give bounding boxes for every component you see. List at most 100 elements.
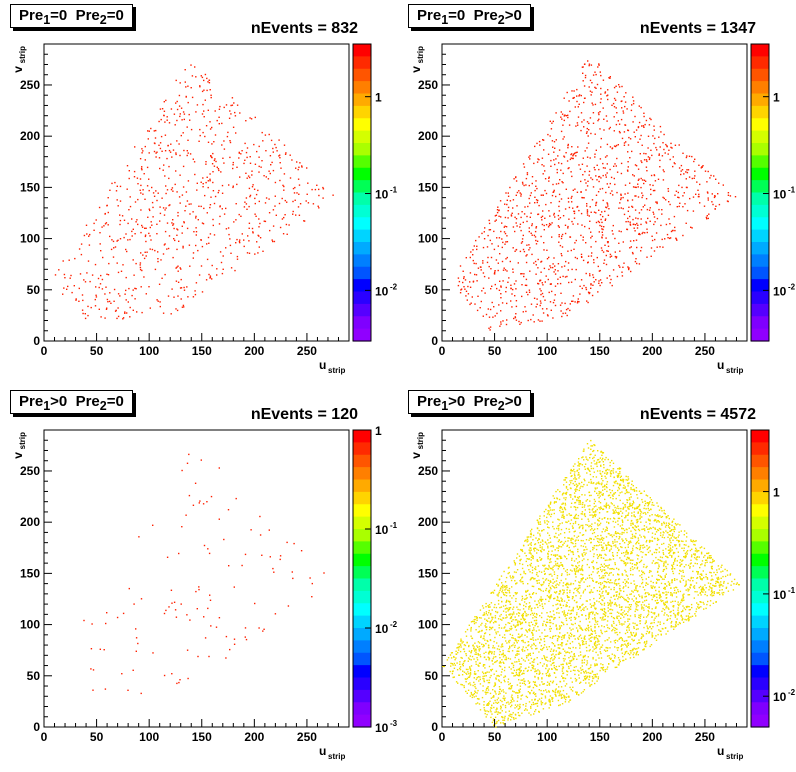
- data-point: [516, 205, 518, 207]
- data-point: [591, 235, 593, 237]
- colorbar-segment: [353, 677, 371, 691]
- data-point: [612, 470, 614, 472]
- data-point: [552, 266, 554, 269]
- data-point: [657, 621, 659, 623]
- data-point: [660, 600, 663, 603]
- data-point: [655, 201, 657, 203]
- data-point: [582, 157, 584, 159]
- data-point: [586, 214, 589, 216]
- data-point: [566, 586, 568, 588]
- data-point: [571, 195, 573, 198]
- colorbar-segment: [353, 529, 371, 542]
- data-point: [664, 603, 666, 606]
- data-point: [633, 652, 635, 654]
- data-point: [593, 482, 595, 484]
- data-point: [567, 307, 569, 310]
- data-point: [501, 302, 504, 304]
- data-point: [209, 128, 212, 130]
- data-point: [645, 566, 647, 569]
- data-point: [271, 161, 273, 164]
- data-point: [692, 210, 695, 212]
- data-point: [612, 617, 615, 619]
- data-point: [548, 291, 550, 294]
- data-point: [141, 152, 143, 154]
- data-point: [188, 244, 191, 246]
- data-point: [531, 689, 533, 692]
- data-point: [488, 229, 490, 231]
- data-point: [618, 596, 620, 598]
- data-point: [589, 592, 591, 594]
- data-point: [558, 651, 561, 653]
- data-point: [632, 102, 635, 105]
- data-point: [591, 630, 594, 633]
- data-point: [572, 470, 574, 472]
- data-point: [529, 685, 531, 687]
- data-point: [554, 273, 557, 275]
- data-point: [206, 212, 208, 214]
- data-point: [141, 226, 144, 228]
- data-point: [309, 577, 311, 579]
- data-point: [705, 607, 707, 610]
- data-point: [673, 592, 675, 594]
- data-point: [512, 608, 514, 610]
- data-point: [640, 186, 642, 189]
- data-point: [513, 571, 516, 573]
- data-point: [512, 611, 515, 613]
- data-point: [519, 250, 522, 253]
- data-point: [486, 671, 488, 673]
- data-point: [712, 584, 714, 587]
- data-point: [182, 111, 185, 113]
- data-point: [699, 547, 701, 549]
- data-point: [548, 222, 551, 225]
- data-point: [559, 690, 562, 692]
- data-point: [562, 511, 564, 514]
- data-point: [554, 693, 556, 695]
- data-point: [509, 575, 511, 577]
- data-point: [616, 91, 619, 93]
- data-point: [616, 628, 618, 630]
- data-point: [634, 610, 636, 613]
- data-point: [592, 276, 595, 279]
- data-point: [459, 265, 462, 267]
- data-point: [459, 650, 462, 653]
- data-point: [520, 558, 522, 561]
- data-point: [465, 635, 468, 637]
- data-point: [490, 707, 493, 709]
- data-point: [698, 606, 700, 609]
- data-point: [184, 81, 186, 83]
- colorbar-label-exp: -2: [390, 620, 398, 629]
- data-point: [552, 653, 554, 655]
- data-point: [625, 475, 627, 478]
- data-point: [613, 492, 615, 495]
- data-point: [680, 570, 682, 572]
- data-point: [186, 150, 188, 152]
- data-point: [551, 696, 553, 699]
- data-point: [181, 526, 183, 528]
- data-point: [218, 518, 220, 520]
- data-point: [500, 321, 502, 323]
- data-point: [509, 200, 512, 202]
- data-point: [622, 110, 624, 112]
- data-point: [463, 276, 465, 278]
- data-point: [681, 616, 683, 618]
- data-point: [519, 226, 521, 228]
- data-point: [622, 587, 624, 589]
- data-point: [524, 660, 526, 662]
- data-point: [476, 617, 478, 620]
- data-point: [539, 144, 541, 146]
- data-point: [583, 478, 585, 480]
- data-point: [567, 143, 569, 146]
- data-point: [557, 597, 559, 599]
- data-point: [615, 497, 617, 500]
- data-point: [592, 122, 595, 124]
- data-point: [564, 540, 567, 543]
- data-point: [534, 710, 536, 713]
- data-point: [605, 115, 608, 117]
- data-point: [620, 230, 622, 233]
- data-point: [546, 681, 549, 683]
- data-point: [602, 669, 604, 671]
- data-point: [586, 472, 588, 474]
- data-point: [729, 573, 732, 575]
- data-point: [577, 637, 579, 639]
- data-point: [513, 646, 516, 648]
